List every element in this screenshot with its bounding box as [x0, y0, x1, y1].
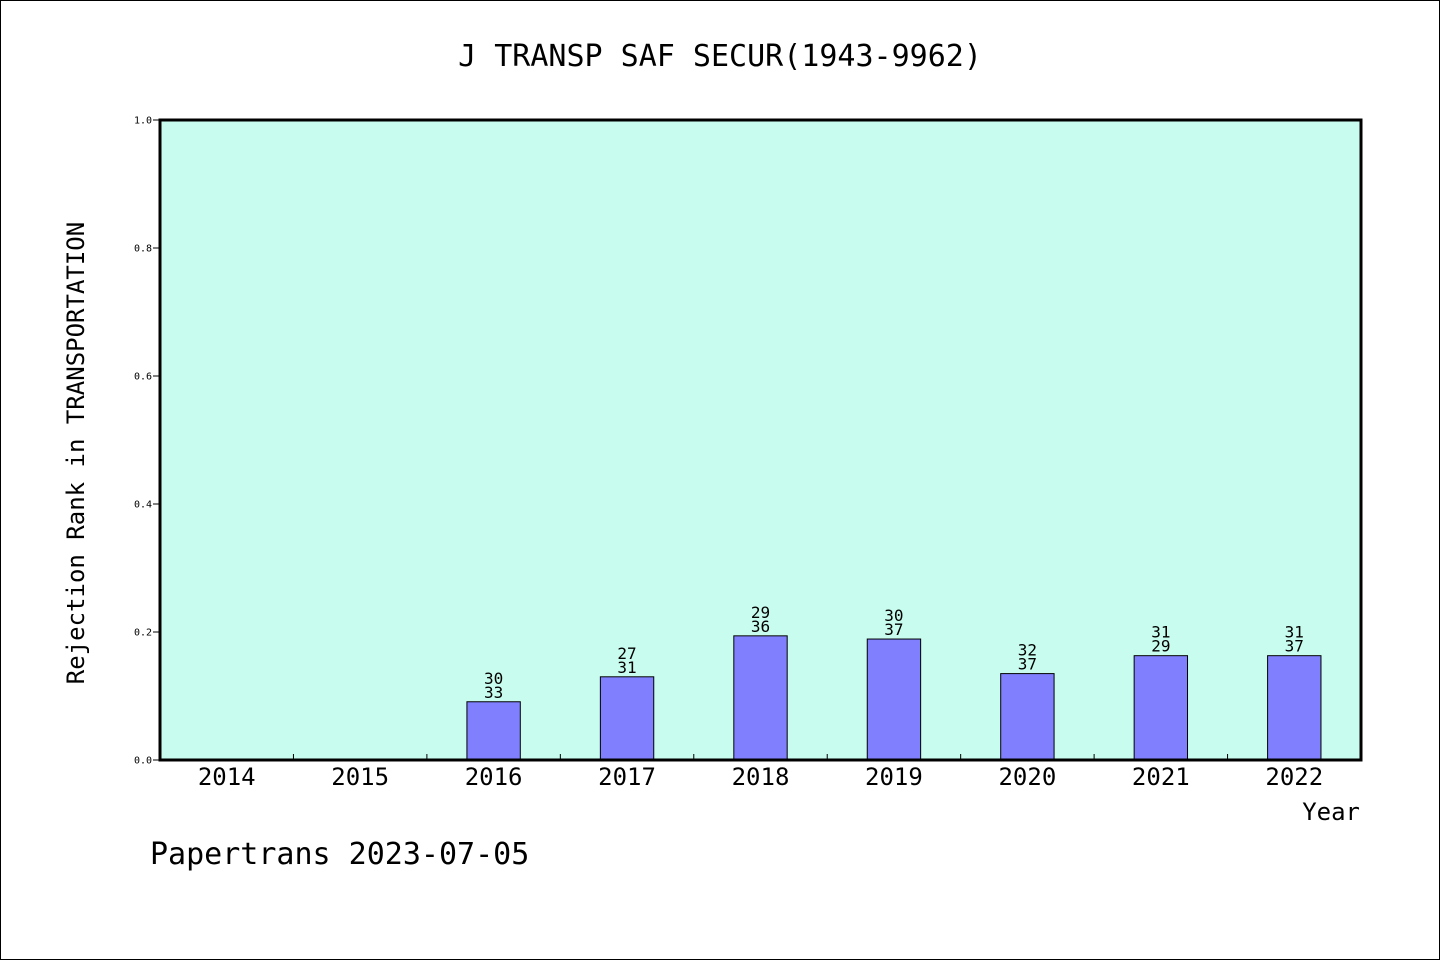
y-tick-label: 0.6: [134, 372, 152, 383]
bar-label-top: 27: [617, 644, 636, 663]
x-tick-label: 2014: [198, 763, 256, 791]
bar-label-top: 30: [484, 669, 503, 688]
x-tick-label: 2018: [732, 763, 790, 791]
bar: [1000, 673, 1055, 761]
y-tick-label: 1.0: [134, 116, 152, 127]
bar: [866, 638, 922, 761]
plot-border: [158, 118, 1363, 762]
bar-label-bottom: 29: [1151, 637, 1170, 656]
bar-label-bottom: 37: [1018, 655, 1037, 674]
bar: [733, 635, 788, 761]
x-axis-label: Year: [1302, 798, 1360, 826]
bar-label-bottom: 31: [617, 658, 636, 677]
footer-text: Papertrans 2023-07-05: [150, 837, 529, 872]
bar: [1267, 655, 1322, 761]
y-tick-label: 0.8: [134, 244, 152, 255]
bar-label-bottom: 36: [751, 617, 770, 636]
bar: [1133, 655, 1189, 761]
x-axis: 2014 2015 2016 2017 2018 2019 2020 2021 2022: [198, 754, 1323, 791]
bar-label-top: 30: [884, 606, 903, 625]
x-tick-label: 2019: [865, 763, 923, 791]
y-axis: 0.0 0.2 0.4 0.6 0.8 1.0: [134, 116, 160, 767]
x-tick-label: 2017: [598, 763, 656, 791]
chart-title: J TRANSP SAF SECUR(1943-9962): [458, 39, 982, 74]
x-tick-label: 2020: [998, 763, 1056, 791]
y-axis-label: Rejection Rank in TRANSPORTATION: [62, 222, 90, 684]
y-tick-label: 0.2: [134, 628, 152, 639]
bar-label-bottom: 37: [1285, 637, 1304, 656]
bar-label-bottom: 37: [884, 620, 903, 639]
bar-label-top: 32: [1018, 641, 1037, 660]
y-tick-label: 0.4: [134, 500, 152, 511]
bar: [466, 701, 521, 761]
bar-label-top: 31: [1285, 623, 1304, 642]
x-tick-label: 2015: [331, 763, 389, 791]
bar-label-top: 29: [751, 603, 770, 622]
bar: [599, 676, 655, 761]
x-tick-label: 2016: [465, 763, 523, 791]
y-tick-label: 0.0: [134, 756, 152, 767]
x-tick-label: 2021: [1132, 763, 1190, 791]
bar-label-bottom: 33: [484, 683, 503, 702]
x-tick-label: 2022: [1265, 763, 1323, 791]
bar-label-top: 31: [1151, 623, 1170, 642]
